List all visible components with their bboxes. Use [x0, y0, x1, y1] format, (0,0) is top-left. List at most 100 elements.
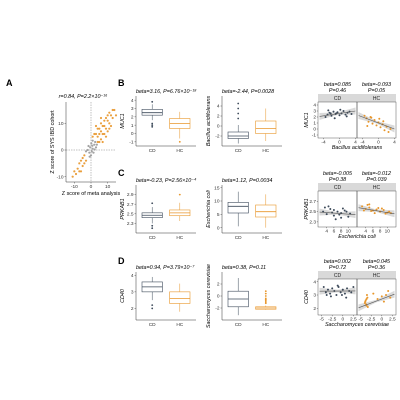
point-orange [78, 162, 81, 165]
facet-stat: beta=-0.012 [362, 171, 391, 177]
scatter-point [345, 210, 348, 213]
box-hc [169, 291, 191, 304]
box-stat: beta=0.38, P=0.11 [222, 265, 266, 271]
y-tick-label: 0 [217, 124, 220, 130]
panel-label-b: B [118, 78, 125, 88]
outlier-point [264, 301, 267, 303]
outlier-point [151, 202, 154, 205]
facet-name: CD [334, 273, 342, 279]
point-orange [104, 135, 108, 138]
outlier-point [151, 224, 154, 227]
scatter-point [329, 292, 332, 295]
scatter-point [341, 207, 344, 210]
y-tick-label: 3 [131, 106, 134, 112]
scatter-point [339, 108, 342, 111]
scatter-point [376, 298, 379, 300]
scatter-point [372, 292, 375, 295]
scatter-point [343, 209, 346, 212]
scatter-point [334, 218, 337, 221]
point-orange [91, 135, 94, 138]
y-axis-label: PRKAB1 [120, 198, 126, 219]
point-grey [94, 140, 97, 144]
outlier-point [264, 292, 267, 295]
scatter-point [387, 131, 390, 133]
outlier-point [178, 193, 181, 196]
scatter-point [340, 216, 343, 219]
y-tick-label: 2.7 [309, 199, 316, 205]
y-tick-label: 10 [58, 121, 64, 127]
facet-stat: P=0.039 [366, 177, 386, 183]
y-tick-label: 15 [214, 185, 220, 191]
y-tick-label: -2 [215, 306, 220, 312]
point-grey [91, 144, 94, 147]
scatter-point [375, 208, 378, 211]
point-grey [90, 142, 93, 145]
point-grey [91, 139, 94, 142]
facet-name: HC [373, 185, 381, 191]
facet-strip [318, 183, 357, 191]
scatter-point [366, 125, 369, 127]
y-tick-label: 2.3 [127, 221, 134, 227]
boxplot-d2: beta=0.38, P=0.11 -2 0 2 CD HC Saccharomyces c… [206, 264, 282, 328]
point-orange [83, 154, 86, 157]
category-label: CD [235, 235, 242, 241]
point-orange [71, 175, 74, 178]
category-label: CD [235, 148, 242, 154]
y-tick-label: 4 [131, 273, 134, 279]
point-orange [108, 122, 111, 125]
panel-label-c: C [118, 168, 125, 178]
regression-line [319, 110, 356, 117]
boxplot-c1: beta=-0.23, P=2.56×10⁻⁴ 2.3 2.5 2.7 2.9 CD HC P… [120, 178, 197, 241]
y-axis-label: Escherichia coli [206, 189, 212, 227]
scatter-point [323, 206, 326, 209]
x-tick-label: 6 [333, 229, 336, 235]
point-orange [111, 108, 114, 112]
facet-strip [357, 183, 396, 191]
facet-strip [357, 271, 396, 279]
point-orange [108, 111, 111, 114]
point-orange [101, 132, 104, 136]
point-orange [94, 124, 98, 128]
scatter-point [387, 290, 390, 292]
box-hc [255, 204, 277, 218]
scatter-point [368, 206, 371, 209]
scatter-point [363, 114, 366, 117]
x-tick-label: -10 [71, 184, 78, 190]
outlier-point [151, 227, 154, 230]
point-orange [74, 172, 78, 176]
scatter-point [345, 115, 348, 118]
facet-stat: beta=-0.005 [323, 171, 353, 177]
point-orange [78, 170, 81, 173]
point-orange [98, 132, 101, 136]
outlier-point [151, 124, 154, 127]
point-orange [98, 127, 101, 130]
scatter-point [322, 286, 325, 288]
x-tick-label: -5 [319, 317, 324, 323]
x-tick-label: 6 [372, 229, 375, 235]
point-grey [92, 151, 95, 154]
point-orange [109, 124, 113, 128]
scatter-point [350, 291, 353, 294]
box-cd [141, 109, 163, 116]
x-tick-label: 8 [340, 229, 343, 235]
y-tick-label: 3 [313, 109, 316, 115]
point-orange [84, 159, 88, 162]
scatter-point [333, 117, 336, 120]
point-orange [81, 164, 84, 168]
facet-stat: beta=0.002 [324, 259, 351, 265]
scatter-point [385, 294, 388, 296]
category-label: HC [262, 322, 269, 328]
y-tick-label: 3 [131, 289, 134, 295]
scatter-point [332, 209, 335, 212]
point-grey [89, 154, 93, 157]
facet-frame [356, 278, 397, 316]
point-orange [101, 124, 104, 128]
scatter-point [324, 291, 327, 294]
box-cd [227, 202, 249, 214]
point-grey [88, 155, 91, 158]
scatter-point [336, 284, 339, 287]
scatter-point [347, 215, 350, 218]
x-axis-label: Escherichia coli [338, 234, 376, 240]
scatter-point [338, 114, 341, 117]
